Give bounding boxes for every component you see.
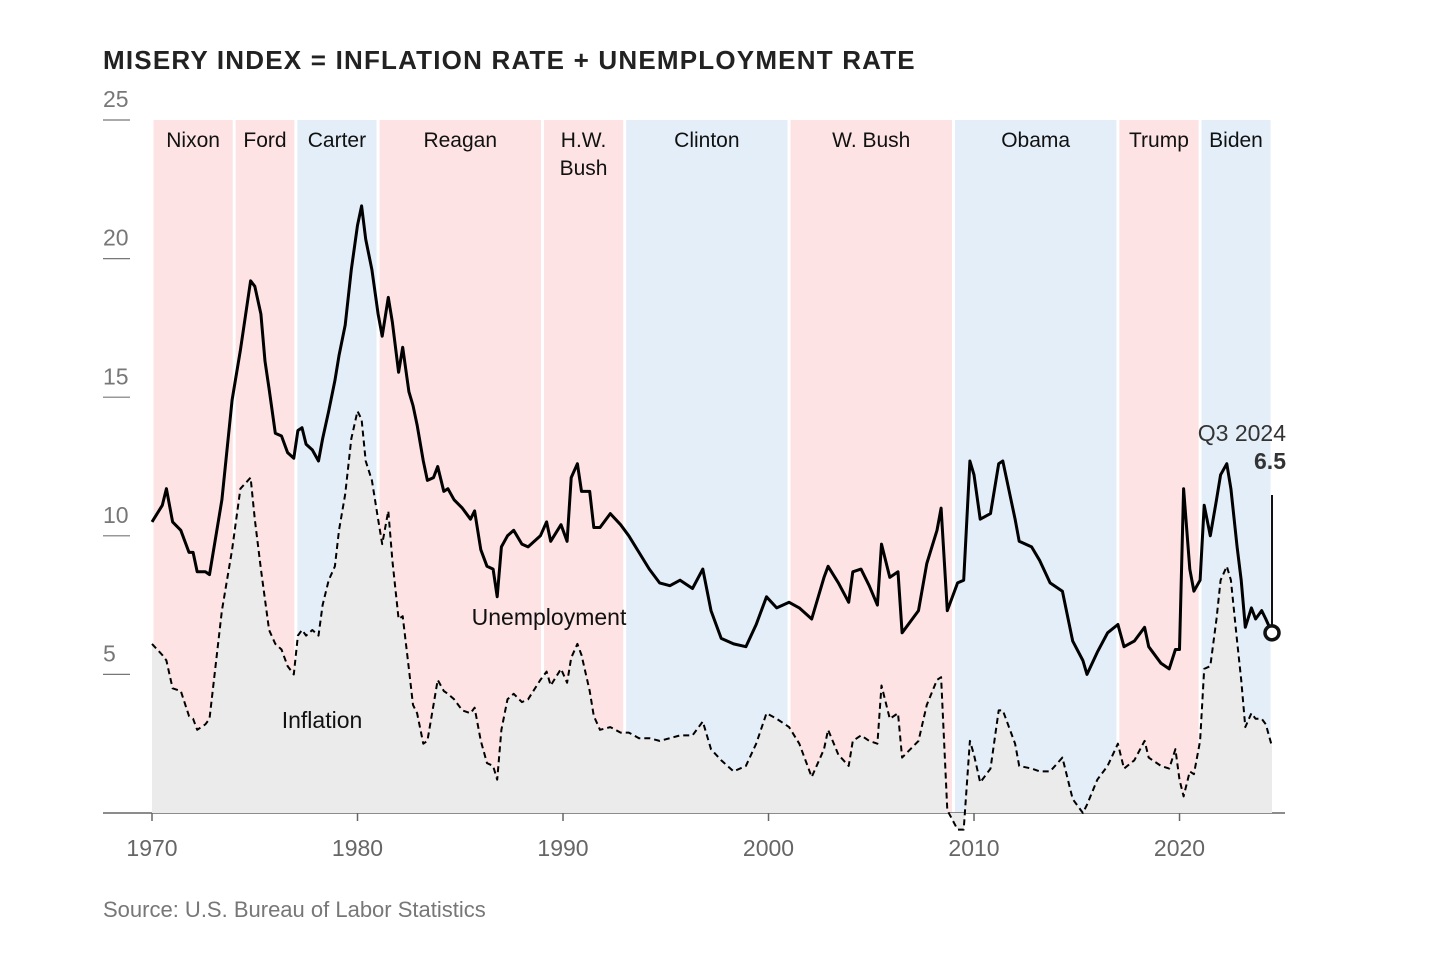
y-tick-label: 15 (103, 363, 129, 389)
end-marker (1263, 624, 1281, 642)
band-label: Ford (243, 129, 287, 152)
band-label: Biden (1209, 129, 1263, 152)
y-tick-label: 5 (103, 640, 116, 666)
band-label: Obama (1001, 129, 1071, 152)
line (150, 204, 1274, 676)
chart-title: MISERY INDEX = INFLATION RATE + UNEMPLOY… (103, 45, 916, 75)
y-tick-label: 25 (103, 86, 129, 112)
annotation-value: 6.5 (1254, 448, 1286, 474)
presidency-band (1119, 120, 1199, 813)
x-tick-label: 1970 (126, 835, 177, 861)
series-label: Unemployment (472, 604, 627, 630)
band-label: Nixon (166, 129, 220, 152)
band-label: Carter (307, 129, 367, 152)
presidency-band (790, 120, 952, 813)
x-tick-label: 2010 (948, 835, 999, 861)
y-tick-label: 10 (103, 502, 129, 528)
x-tick-label: 2000 (743, 835, 794, 861)
series-label: Inflation (282, 707, 363, 733)
band-label: W. Bush (832, 129, 911, 152)
area (152, 411, 1272, 830)
annotation-label: Q3 2024 (1198, 420, 1286, 446)
x-tick-label: 1990 (537, 835, 588, 861)
presidency-band (626, 120, 788, 813)
band-label: Reagan (423, 129, 498, 152)
source: Source: U.S. Bureau of Labor Statistics (103, 897, 486, 922)
presidency-band (954, 120, 1117, 813)
band-label: Trump (1129, 129, 1189, 152)
line (151, 410, 1273, 831)
x-tick-label: 2020 (1154, 835, 1205, 861)
band-label: H.W. Bush (559, 129, 608, 180)
x-tick-label: 1980 (332, 835, 383, 861)
band-label: Clinton (674, 129, 740, 152)
y-tick-label: 20 (103, 225, 129, 251)
